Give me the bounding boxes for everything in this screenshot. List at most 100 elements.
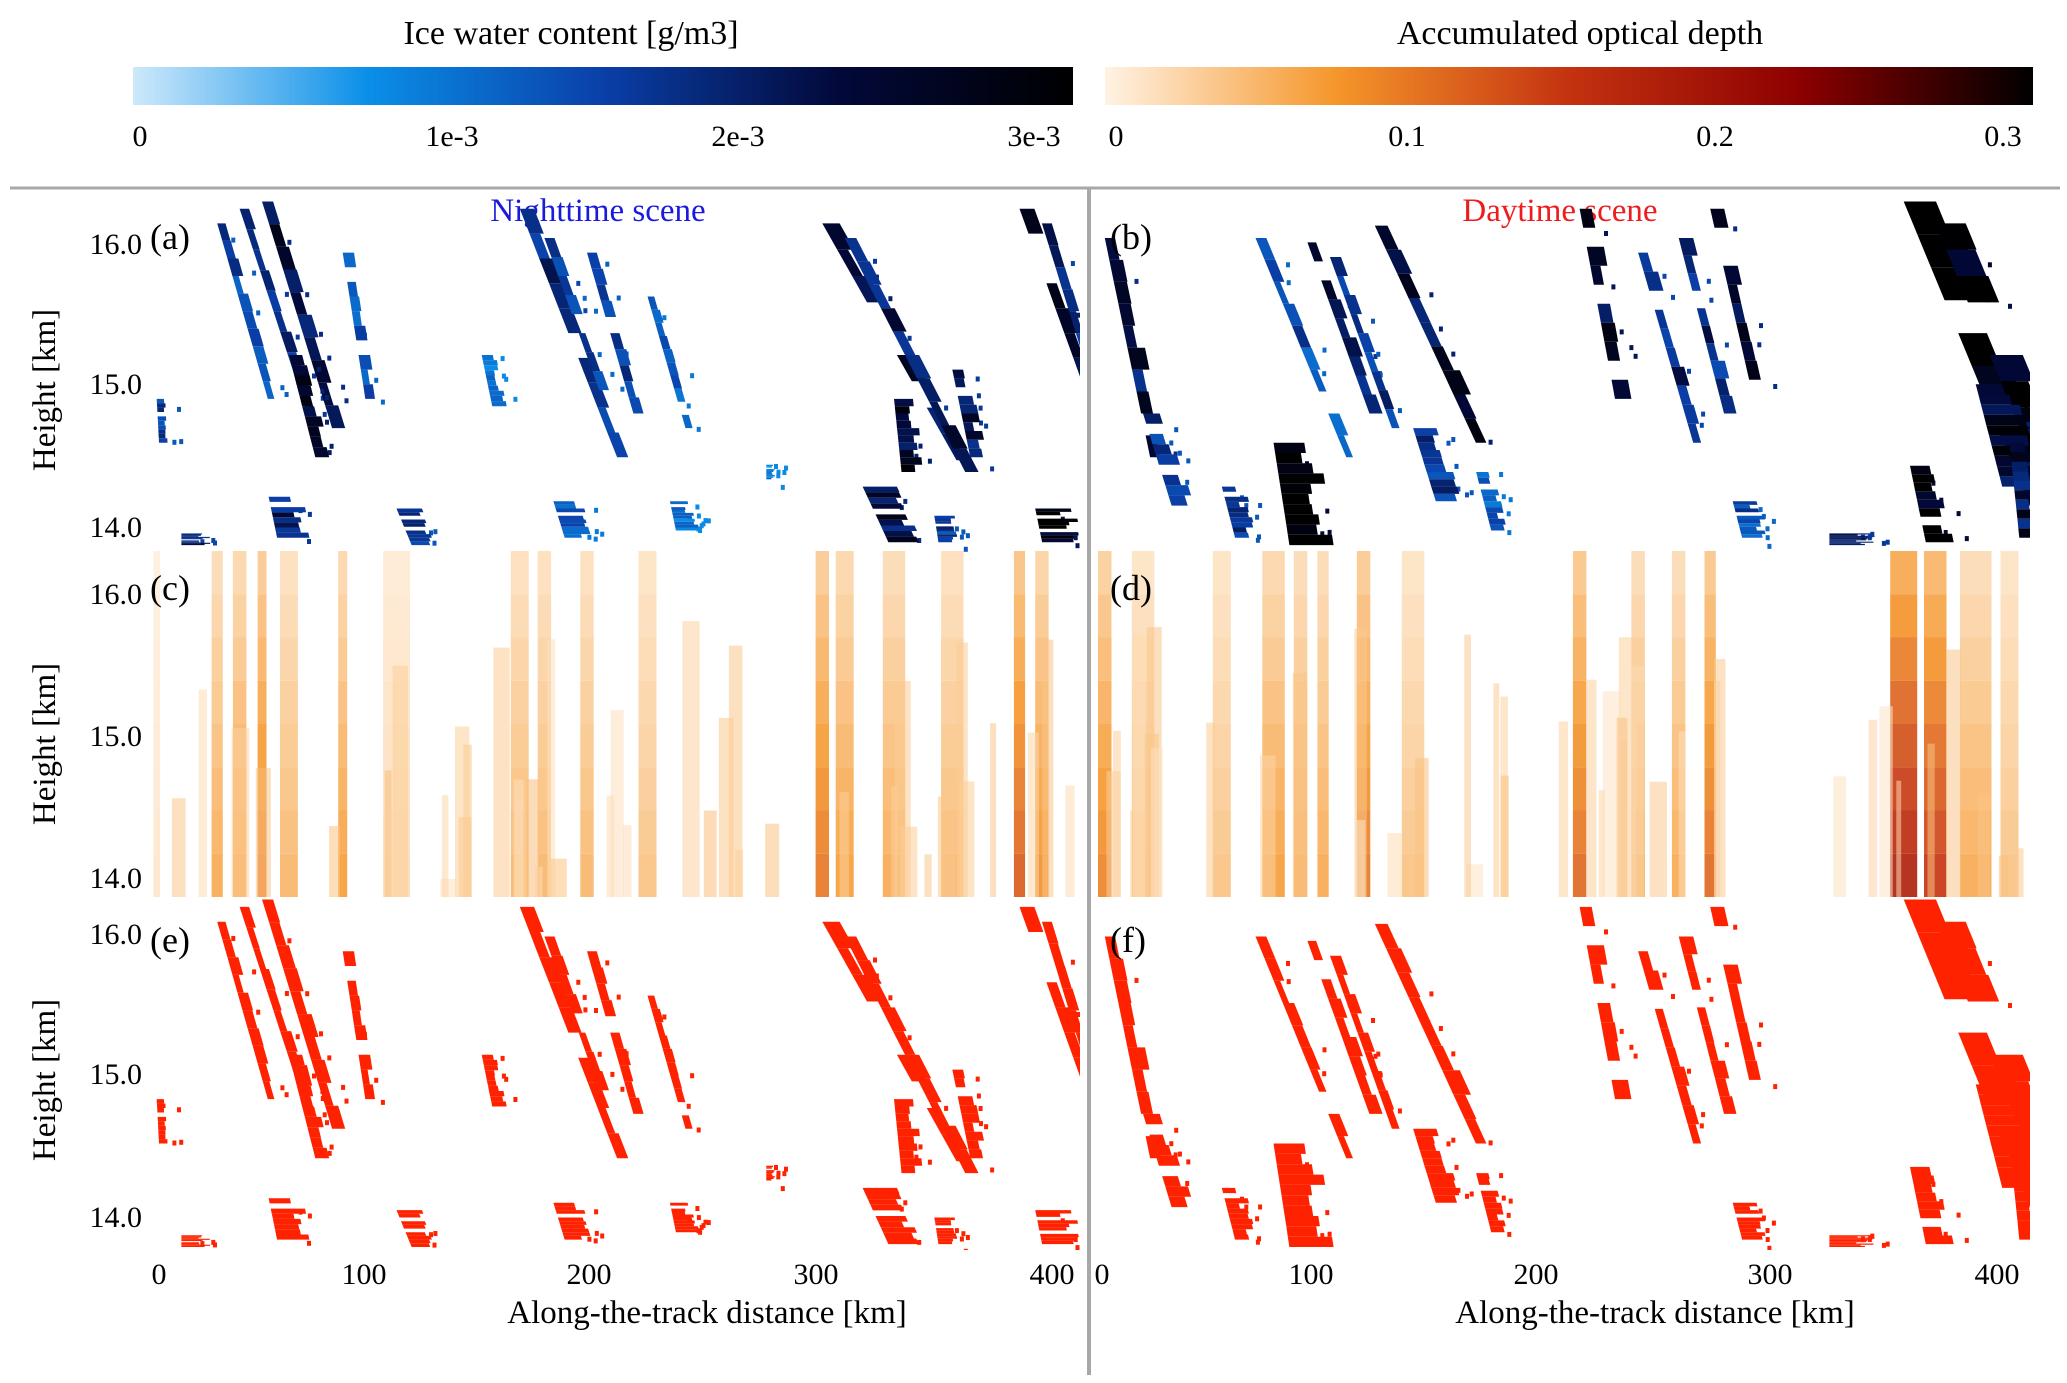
ice-speck-23-9 — [1124, 448, 1128, 453]
mask-streak-13-2 — [655, 1022, 666, 1036]
optical-haze-9 — [1946, 649, 1961, 897]
ice-streak-3-9 — [1337, 435, 1353, 458]
ice-streak-10-7 — [587, 382, 610, 408]
mask-streak-2-7 — [311, 1059, 332, 1083]
ice-speck-9-8 — [1507, 530, 1512, 536]
mask-streak-0-0 — [1104, 936, 1120, 959]
ice-streak-25-8 — [937, 536, 954, 540]
ice-streak-14-4 — [557, 515, 584, 520]
mask-streak-23-4 — [1069, 1010, 1080, 1033]
ice-speck-14-9 — [1767, 543, 1772, 549]
mask-streak-18-4 — [1986, 1125, 2030, 1137]
ice-streak-19-3 — [896, 420, 912, 429]
optical-column-9-seg-0 — [1631, 551, 1645, 595]
ice-streak-5-7 — [1348, 356, 1367, 376]
ice-streak-14-7 — [1739, 526, 1757, 531]
optical-haze-6 — [1042, 639, 1054, 897]
ice-streak-25-9 — [938, 539, 953, 543]
mask-streak-4-8 — [360, 1069, 370, 1085]
mask-streak-16-9 — [2026, 1199, 2030, 1209]
ice-speck-15-8 — [701, 521, 706, 527]
optical-haze-30 — [1113, 730, 1121, 897]
mask-streak-14-2 — [555, 1210, 586, 1214]
ice-streak-1-6 — [1162, 474, 1181, 486]
mask-streak-8-8 — [181, 1244, 211, 1246]
mask-streak-2-8 — [318, 1082, 334, 1106]
ice-streak-18-2 — [868, 284, 891, 309]
ice-streak-20-8 — [1922, 525, 1943, 534]
optical-column-11-seg-5 — [1704, 767, 1716, 811]
mask-streak-25-4 — [936, 1228, 954, 1231]
mask-streak-4-3 — [1278, 1174, 1326, 1185]
optical-column-11-seg-0 — [1704, 551, 1716, 595]
mask-streak-2-9 — [325, 1105, 346, 1129]
mask-streak-15-4 — [1829, 1239, 1868, 1242]
mask-streak-25-7 — [937, 1236, 958, 1239]
optical-haze-27 — [1879, 706, 1893, 897]
mask-speck-14-7 — [600, 1233, 605, 1239]
ice-streak-6-5 — [1357, 333, 1375, 353]
mask-streak-12-4 — [1696, 1007, 1710, 1026]
mask-streak-14-2 — [1734, 1210, 1759, 1214]
colorbar-title-ice: Ice water content [g/m3] — [403, 15, 738, 52]
mask-streak-4-0 — [342, 951, 357, 966]
mask-streak-6-8 — [408, 1239, 431, 1244]
ice-speck-13-0 — [1733, 226, 1738, 232]
optical-column-9-seg-1 — [1631, 594, 1645, 638]
optical-column-12-seg-1 — [835, 594, 854, 638]
mask-speck-13-9 — [696, 1127, 701, 1133]
optical-haze-16 — [392, 665, 408, 897]
panel-label-c: (c) — [150, 568, 190, 608]
ice-streak-13-4 — [662, 349, 676, 363]
ice-streak-0-6 — [247, 328, 264, 347]
mask-speck-17-2 — [2008, 1003, 2012, 1008]
mask-streak-22-7 — [1082, 1083, 1108, 1108]
mask-streak-8-9 — [1433, 1195, 1457, 1203]
ice-streak-0-9 — [262, 381, 275, 399]
mask-streak-20-0 — [862, 1187, 900, 1194]
mask-streak-19-3 — [896, 1121, 912, 1129]
mask-streak-2-9 — [1233, 1234, 1250, 1240]
mask-streak-11-3 — [1654, 1008, 1669, 1029]
mask-speck-13-8 — [1773, 1084, 1778, 1090]
ice-streak-1-3 — [1152, 444, 1172, 455]
mask-speck-5-4 — [307, 1213, 312, 1219]
mask-streak-6-3 — [401, 1221, 427, 1225]
ice-streak-15-8 — [1829, 542, 1861, 544]
ice-streak-9-3 — [484, 370, 495, 376]
optical-haze-0 — [1260, 755, 1276, 897]
ice-streak-15-5 — [1829, 539, 1867, 541]
ice-streak-6-6 — [405, 530, 427, 535]
mask-streak-6-9 — [410, 1243, 431, 1247]
mask-streak-25-9 — [938, 1241, 953, 1245]
optical-column-12-seg-2 — [835, 637, 854, 681]
ice-speck-6-5 — [1376, 351, 1381, 357]
ice-streak-24-7 — [1040, 532, 1079, 536]
ice-streak-19-0 — [2009, 442, 2026, 453]
optical-column-1-seg-3 — [211, 680, 223, 724]
mask-streak-13-9 — [681, 1115, 693, 1129]
mask-streak-10-7 — [587, 1082, 610, 1108]
mask-streak-1-2 — [253, 948, 267, 969]
mask-streak-9-4 — [485, 1075, 496, 1081]
optical-column-10-seg-5 — [638, 767, 657, 811]
ice-streak-13-6 — [1736, 322, 1751, 342]
mask-streak-16-5 — [766, 1173, 772, 1175]
optical-haze-35 — [171, 798, 186, 897]
mask-speck-21-4 — [979, 1121, 983, 1127]
mask-streak-9-8 — [490, 1096, 504, 1102]
mask-streak-4-9 — [363, 1084, 375, 1100]
mask-speck-1-0 — [1174, 1127, 1179, 1133]
ice-speck-8-8 — [1469, 490, 1474, 496]
ice-speck-9-4 — [501, 373, 506, 379]
mask-streak-6-2 — [1336, 974, 1351, 995]
cbar-ice-tick-0: 0 — [133, 120, 148, 153]
mask-speck-12-1 — [1706, 977, 1711, 983]
optical-haze-32 — [2015, 848, 2024, 897]
mask-speck-3-2 — [320, 1088, 325, 1094]
ice-streak-22-4 — [1055, 308, 1078, 334]
mask-streak-15-7 — [674, 1223, 695, 1227]
mask-streak-22-0 — [1019, 906, 1044, 932]
ice-speck-23-1 — [1070, 261, 1075, 266]
optical-column-8-seg-0 — [537, 551, 552, 595]
